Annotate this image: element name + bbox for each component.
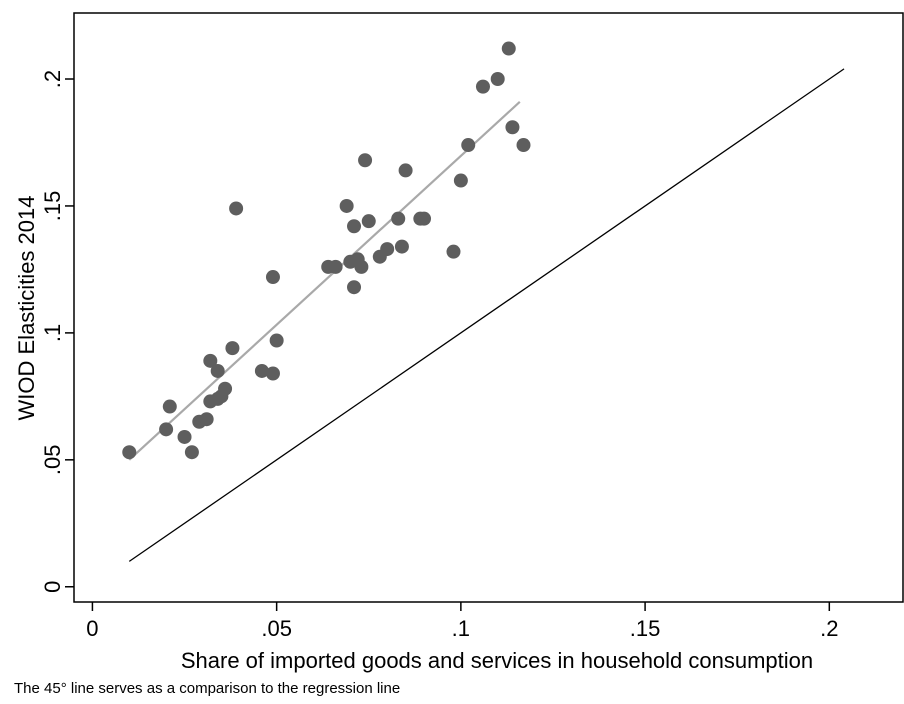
data-point (328, 259, 343, 274)
data-point (122, 445, 137, 460)
x-axis: 0 .05 .1 .15 .2 (86, 602, 838, 641)
data-point (162, 399, 177, 414)
data-point (417, 211, 432, 226)
data-point (394, 239, 409, 254)
y-tick-label: .1 (40, 324, 65, 342)
data-point (218, 381, 233, 396)
data-point (184, 445, 199, 460)
reference-line-layer (128, 68, 845, 562)
y-axis: 0 .05 .1 .15 .2 (40, 70, 74, 593)
data-point (446, 244, 461, 259)
data-point (199, 412, 214, 427)
data-point (354, 259, 369, 274)
data-point (210, 363, 225, 378)
data-point (225, 341, 240, 356)
data-point (265, 270, 280, 285)
y-tick-label: .05 (40, 445, 65, 476)
data-point (203, 353, 218, 368)
x-tick-label: .05 (261, 616, 292, 641)
data-point (475, 79, 490, 94)
data-point (516, 138, 531, 153)
data-point (347, 280, 362, 295)
data-point (398, 163, 413, 178)
data-point (391, 211, 406, 226)
data-point (358, 153, 373, 168)
data-point (505, 120, 520, 135)
regression-fit-line (128, 101, 521, 461)
figure-note: The 45° line serves as a comparison to t… (14, 680, 401, 697)
reference-45-degree-line (128, 68, 845, 562)
x-tick-label: .2 (820, 616, 838, 641)
x-tick-label: .15 (630, 616, 661, 641)
data-point (159, 422, 174, 437)
y-tick-label: .15 (40, 191, 65, 222)
data-point (265, 366, 280, 381)
y-tick-label: 0 (40, 581, 65, 593)
data-point (501, 41, 516, 56)
y-tick-label: .2 (40, 70, 65, 88)
x-tick-label: 0 (86, 616, 98, 641)
data-point (229, 201, 244, 216)
x-axis-title: Share of imported goods and services in … (181, 648, 813, 673)
x-tick-label: .1 (452, 616, 470, 641)
plot-area-frame (73, 12, 904, 603)
data-point (380, 242, 395, 257)
data-point (361, 214, 376, 229)
fit-line-layer (128, 101, 521, 461)
data-point (490, 72, 505, 87)
data-point (269, 333, 284, 348)
data-point (461, 138, 476, 153)
data-point (453, 173, 468, 188)
data-point (177, 429, 192, 444)
points-layer (122, 41, 531, 460)
data-point (254, 363, 269, 378)
y-axis-title: WIOD Elasticities 2014 (14, 196, 39, 421)
data-point (339, 198, 354, 213)
data-point (347, 219, 362, 234)
